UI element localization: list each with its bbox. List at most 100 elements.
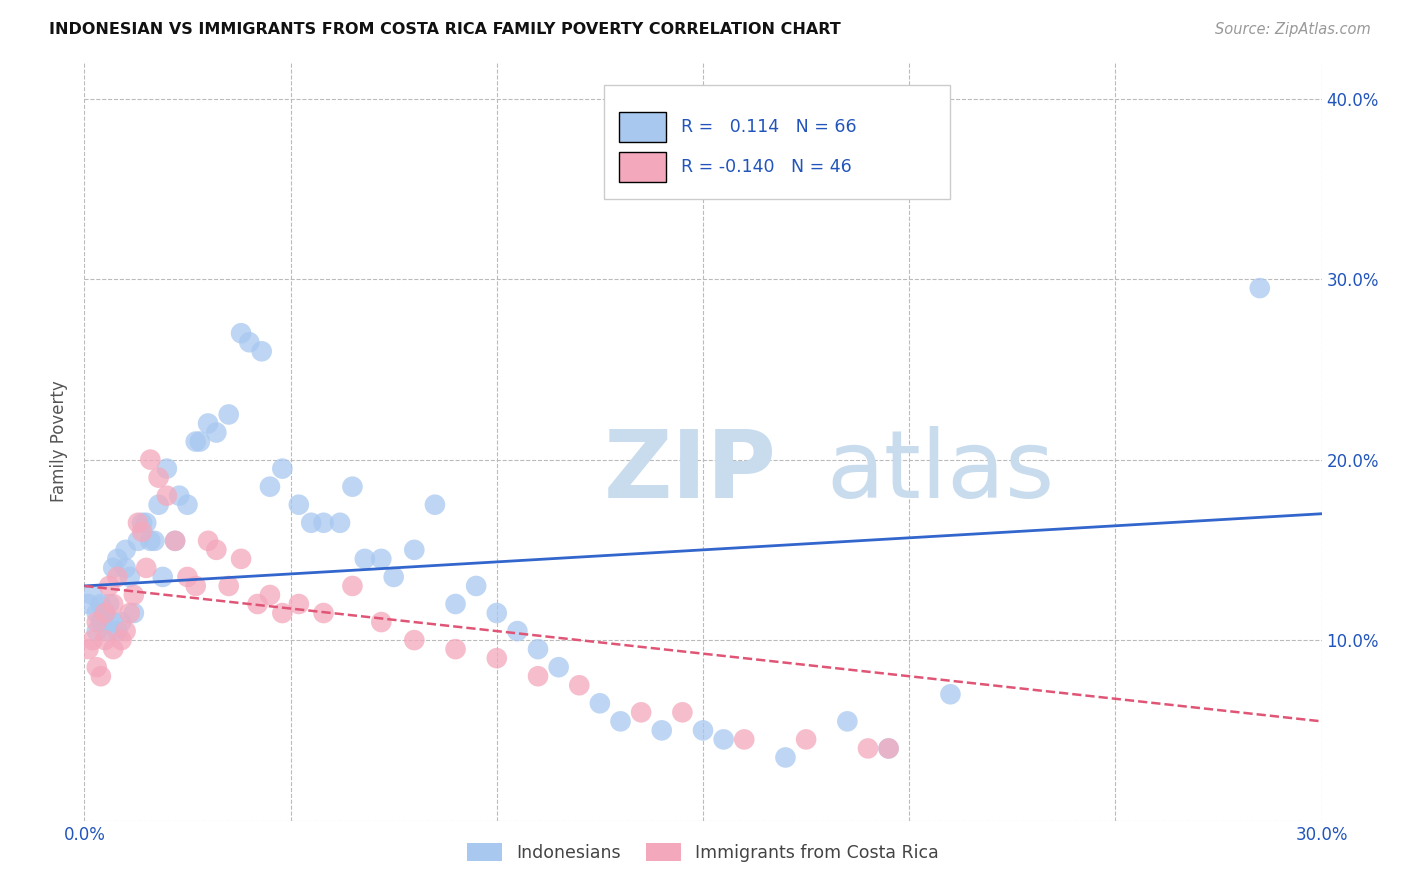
Point [485, 651, 508, 665]
Point [205, 542, 228, 557]
Point [444, 642, 467, 657]
Point [342, 579, 364, 593]
Point [794, 732, 817, 747]
Point [139, 533, 162, 548]
Point [312, 516, 335, 530]
Point [98, 597, 121, 611]
Point [114, 542, 136, 557]
Point [103, 597, 125, 611]
Point [733, 732, 755, 747]
Point [370, 552, 392, 566]
Point [77, 597, 100, 611]
Y-axis label: Family Poverty: Family Poverty [51, 381, 69, 502]
Point [86, 606, 108, 620]
Point [238, 335, 260, 350]
Point [856, 741, 879, 756]
Point [271, 461, 294, 475]
Point [527, 669, 550, 683]
Point [156, 489, 179, 503]
Text: INDONESIAN VS IMMIGRANTS FROM COSTA RICA FAMILY POVERTY CORRELATION CHART: INDONESIAN VS IMMIGRANTS FROM COSTA RICA… [49, 22, 841, 37]
Point [250, 344, 273, 359]
Point [589, 696, 612, 710]
Point [877, 741, 900, 756]
Point [94, 606, 117, 620]
Point [671, 706, 693, 720]
Text: R =   0.114   N = 66: R = 0.114 N = 66 [681, 118, 856, 136]
Point [98, 579, 121, 593]
Point [118, 570, 141, 584]
Point [370, 615, 392, 629]
Point [103, 615, 125, 629]
Point [139, 452, 162, 467]
Point [118, 606, 141, 620]
Point [382, 570, 405, 584]
Point [259, 480, 281, 494]
Point [103, 561, 125, 575]
Point [877, 741, 900, 756]
Point [197, 533, 219, 548]
Point [288, 597, 311, 611]
Text: ZIP: ZIP [605, 425, 778, 518]
Point [167, 489, 190, 503]
Point [184, 579, 207, 593]
Point [299, 516, 322, 530]
Point [110, 615, 132, 629]
Point [90, 597, 112, 611]
Point [288, 498, 311, 512]
Point [176, 570, 198, 584]
Point [114, 624, 136, 639]
Legend: Indonesians, Immigrants from Costa Rica: Indonesians, Immigrants from Costa Rica [460, 836, 946, 869]
Point [342, 480, 364, 494]
Point [90, 615, 112, 629]
Point [444, 597, 467, 611]
Point [609, 714, 631, 729]
Point [353, 552, 375, 566]
Point [94, 606, 117, 620]
Point [143, 533, 166, 548]
Point [103, 642, 125, 657]
Point [122, 606, 145, 620]
FancyBboxPatch shape [619, 112, 666, 142]
Text: atlas: atlas [827, 425, 1054, 518]
Point [148, 470, 170, 484]
Point [86, 615, 108, 629]
Point [651, 723, 673, 738]
Point [229, 552, 252, 566]
Point [630, 706, 652, 720]
Point [135, 561, 157, 575]
Point [114, 561, 136, 575]
Point [127, 533, 149, 548]
Point [197, 417, 219, 431]
Point [271, 606, 294, 620]
Point [82, 588, 104, 602]
Point [837, 714, 859, 729]
Point [105, 552, 128, 566]
Point [98, 624, 121, 639]
Point [188, 434, 211, 449]
Point [86, 624, 108, 639]
Point [131, 524, 153, 539]
Point [90, 669, 112, 683]
Point [547, 660, 569, 674]
Point [939, 687, 962, 701]
Point [82, 633, 104, 648]
Point [165, 533, 187, 548]
Point [77, 642, 100, 657]
Point [148, 498, 170, 512]
Point [692, 723, 714, 738]
Point [775, 750, 797, 764]
FancyBboxPatch shape [605, 85, 950, 199]
Point [1249, 281, 1271, 295]
Point [229, 326, 252, 341]
Point [184, 434, 207, 449]
Point [135, 516, 157, 530]
Point [423, 498, 446, 512]
Point [246, 597, 269, 611]
Point [86, 660, 108, 674]
Point [404, 633, 426, 648]
Point [329, 516, 352, 530]
Point [506, 624, 529, 639]
Point [94, 606, 117, 620]
Point [127, 516, 149, 530]
Point [94, 633, 117, 648]
